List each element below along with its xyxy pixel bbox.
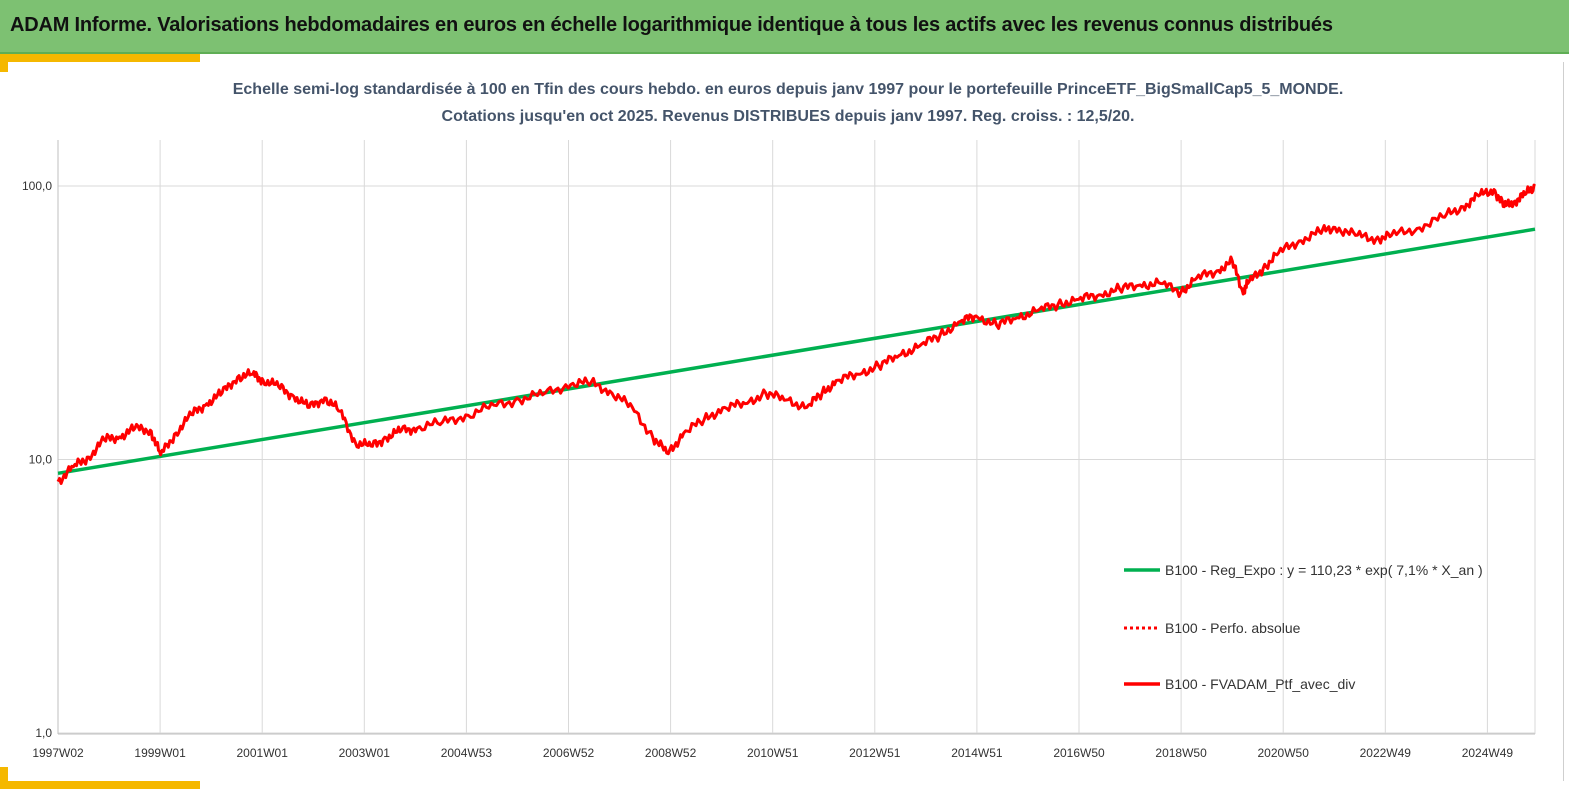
- x-axis-ticks: 1997W02 1999W01 2001W01 2003W01 2004W53 2006W…: [32, 746, 1513, 760]
- x-tick-label: 2006W52: [543, 746, 595, 760]
- x-tick-label: 2004W53: [441, 746, 493, 760]
- x-tick-label: 2003W01: [339, 746, 391, 760]
- page-title: ADAM Informe. Valorisations hebdomadaire…: [10, 14, 1333, 36]
- x-tick-label: 1997W02: [32, 746, 84, 760]
- legend-label: B100 - Perfo. absolue: [1165, 620, 1301, 636]
- regression-series-line: [57, 227, 1536, 476]
- y-tick-label: 100,0: [22, 179, 52, 193]
- accent-bar-bottom-left: [0, 767, 8, 789]
- chart-subtitle-line1: Echelle semi-log standardisée à 100 en T…: [233, 81, 1344, 98]
- x-tick-label: 2024W49: [1462, 746, 1514, 760]
- portfolio-series-line: [56, 183, 1537, 485]
- x-tick-label: 2018W50: [1155, 746, 1207, 760]
- x-tick-label: 2016W50: [1053, 746, 1105, 760]
- chart-legend: B100 - Reg_Expo : y = 110,23 * exp( 7,1%…: [1124, 562, 1483, 692]
- chart-area: Echelle semi-log standardisée à 100 en T…: [8, 62, 1564, 781]
- x-tick-label: 1999W01: [134, 746, 186, 760]
- accent-bar-bottom: [0, 781, 200, 789]
- y-tick-label: 1,0: [35, 726, 52, 740]
- y-axis-ticks: 1,0 10,0 100,0: [22, 179, 52, 740]
- x-tick-label: 2012W51: [849, 746, 901, 760]
- chart-svg: Echelle semi-log standardisée à 100 en T…: [22, 81, 1537, 760]
- x-tick-label: 2022W49: [1360, 746, 1412, 760]
- title-banner: ADAM Informe. Valorisations hebdomadaire…: [0, 0, 1569, 54]
- x-tick-label: 2010W51: [747, 746, 799, 760]
- chart-subtitle-line2: Cotations jusqu'en oct 2025. Revenus DIS…: [442, 108, 1135, 125]
- accent-bar-left: [0, 54, 8, 72]
- x-tick-label: 2008W52: [645, 746, 697, 760]
- x-tick-label: 2014W51: [951, 746, 1003, 760]
- y-tick-label: 10,0: [29, 453, 53, 467]
- legend-label: B100 - FVADAM_Ptf_avec_div: [1165, 676, 1355, 692]
- x-tick-label: 2020W50: [1258, 746, 1310, 760]
- x-tick-label: 2001W01: [237, 746, 289, 760]
- legend-label: B100 - Reg_Expo : y = 110,23 * exp( 7,1%…: [1165, 562, 1483, 578]
- chart-grid: [57, 140, 1536, 735]
- chart-lines: [56, 183, 1537, 485]
- accent-bar-top: [0, 54, 200, 62]
